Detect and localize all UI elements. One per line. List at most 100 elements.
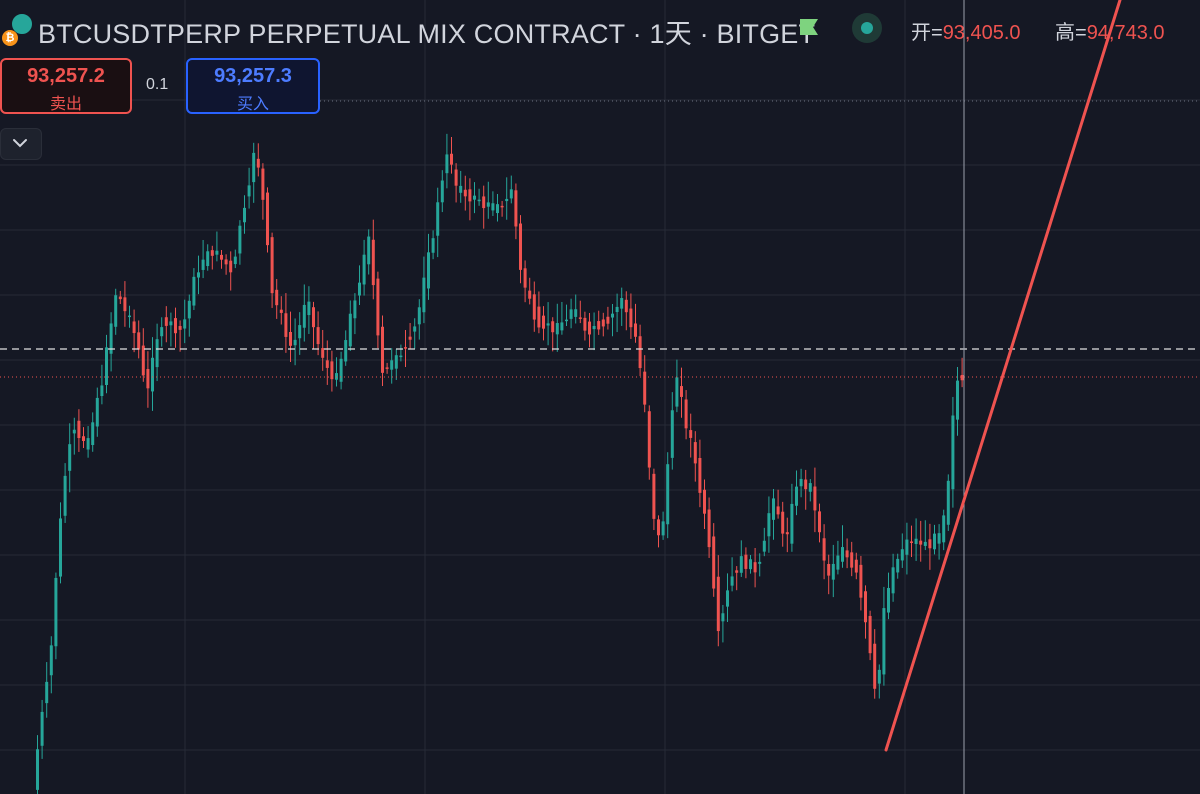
candle-body: [339, 358, 343, 382]
candle-body: [298, 325, 302, 339]
candle-body: [661, 521, 665, 536]
candle-body: [500, 205, 504, 208]
candle-body: [781, 511, 785, 534]
candle-body: [459, 185, 463, 193]
symbol-title[interactable]: BTCUSDTPERP PERPETUAL MIX CONTRACT · 1天 …: [38, 19, 816, 49]
candle-body: [951, 415, 955, 490]
candle-body: [753, 562, 757, 573]
candle-body: [316, 327, 320, 345]
candle-body: [726, 590, 729, 607]
candle-body: [868, 615, 872, 654]
buy-button[interactable]: 93,257.3 买入: [186, 58, 320, 114]
candle-body: [546, 323, 550, 326]
buy-label: 买入: [236, 96, 269, 113]
candle-body: [413, 326, 417, 332]
candle-body: [684, 399, 688, 429]
candle-body: [192, 276, 196, 306]
candle-body: [321, 348, 325, 358]
candle-body: [362, 254, 366, 285]
candle-body: [597, 321, 601, 330]
candle-body: [578, 317, 582, 319]
chevron-down-icon: [13, 139, 27, 148]
candle-body: [864, 591, 867, 623]
chart-header: ₿ BTCUSDTPERP PERPETUAL MIX CONTRACT · 1…: [0, 0, 1200, 56]
candle-body: [680, 386, 683, 397]
candle-body: [215, 250, 219, 255]
candle-body: [348, 313, 352, 347]
candle-body: [850, 552, 854, 568]
candle-body: [49, 645, 53, 676]
candle-body: [210, 250, 214, 256]
candle-body: [795, 486, 798, 506]
market-status-icon[interactable]: [852, 13, 882, 43]
candle-body: [822, 538, 826, 561]
candle-body: [896, 558, 900, 573]
candle-body: [72, 429, 76, 434]
candle-body: [505, 198, 509, 202]
candle-body: [762, 540, 766, 552]
candle-body: [68, 444, 72, 471]
candle-body: [45, 681, 49, 704]
candle-body: [767, 513, 771, 537]
candle-body: [670, 410, 674, 458]
candle-body: [371, 239, 375, 286]
candle-body: [887, 587, 890, 613]
candle-body: [381, 326, 384, 373]
candle-body: [707, 509, 711, 548]
candle-body: [183, 319, 187, 329]
candle-body: [565, 319, 568, 322]
candle-body: [302, 304, 306, 328]
candle-body: [128, 315, 131, 318]
buy-price: 93,257.3: [214, 65, 292, 87]
candle-body: [137, 332, 141, 350]
candle-body: [477, 199, 481, 202]
candle-body: [325, 360, 329, 368]
candle-body: [155, 339, 159, 368]
trend-line: [884, 0, 1122, 752]
spread-value: 0.1: [146, 76, 169, 93]
candle-body: [164, 317, 168, 326]
candle-body: [220, 254, 223, 260]
candle-body: [703, 489, 706, 514]
candle-body: [900, 549, 904, 561]
candle-body: [937, 533, 941, 544]
candle-body: [652, 473, 656, 519]
candle-body: [238, 225, 242, 254]
candle-body: [91, 422, 95, 446]
open-price: 开=93,405.0: [911, 22, 1021, 44]
candle-body: [151, 357, 154, 392]
candle-body: [431, 238, 435, 253]
collapse-button[interactable]: [0, 128, 42, 160]
candle-body: [358, 282, 361, 296]
candle-body: [758, 561, 762, 564]
candle-body: [859, 564, 863, 598]
candle-body: [174, 318, 177, 334]
candle-body: [910, 541, 913, 543]
candle-body: [279, 309, 283, 313]
flag-icon[interactable]: [798, 18, 820, 38]
candle-body: [956, 380, 959, 420]
candle-body: [427, 252, 430, 289]
candle-body: [923, 541, 927, 546]
candle-body: [376, 278, 380, 336]
candle-body: [468, 189, 472, 202]
candle-body: [818, 511, 821, 533]
candle-body: [657, 519, 660, 536]
candle-body: [721, 613, 725, 622]
candle-body: [59, 518, 62, 577]
sell-button[interactable]: 93,257.2 卖出: [0, 58, 132, 114]
candle-body: [496, 204, 499, 214]
candle-body: [86, 438, 90, 450]
candle-body: [509, 189, 513, 199]
candle-body: [100, 385, 104, 397]
candle-body: [256, 158, 260, 168]
candle-body: [270, 237, 274, 294]
candle-body: [666, 464, 670, 525]
candle-body: [491, 203, 495, 211]
candle-body: [836, 555, 840, 570]
candle-body: [261, 168, 265, 200]
candle-body: [353, 300, 357, 319]
candle-body: [689, 430, 693, 438]
candle-body: [730, 576, 734, 586]
